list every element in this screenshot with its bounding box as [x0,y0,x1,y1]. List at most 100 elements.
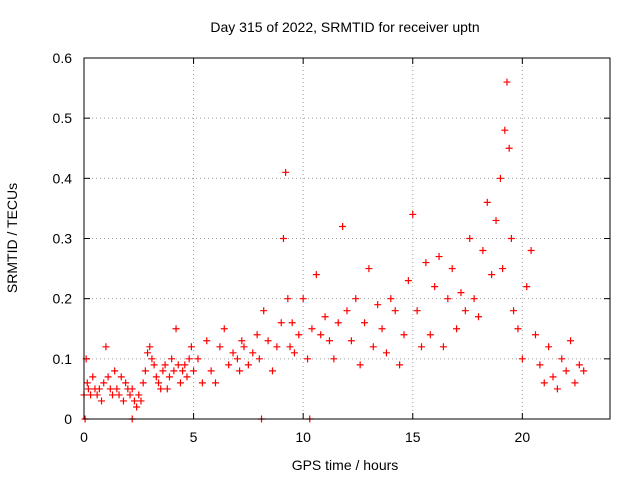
data-point [435,253,443,261]
data-point [264,337,272,345]
data-point [431,283,439,291]
data-point [536,361,544,369]
data-point [255,355,263,363]
data-point [225,361,233,369]
data-point [356,361,364,369]
data-point [284,295,292,303]
data-point [165,373,173,381]
data-point [133,403,141,411]
data-point [558,355,566,363]
data-point [244,361,252,369]
data-point [161,361,169,369]
x-tick-label: 0 [80,429,88,445]
data-point [503,78,511,86]
data-point [448,265,456,273]
data-point [238,337,246,345]
y-tick-label: 0.2 [53,291,73,307]
data-point [106,385,114,393]
data-point [279,235,287,242]
data-point [378,325,386,333]
data-point [111,367,119,375]
data-point [409,210,417,218]
data-point [240,343,248,351]
data-point [523,283,531,291]
data-point [391,307,399,315]
data-point [187,343,195,351]
data-point [83,379,91,387]
data-point [299,295,307,303]
data-point [404,277,412,285]
data-point [277,319,285,327]
x-tick-label: 20 [515,429,531,445]
data-point [157,385,165,393]
data-point [268,367,276,375]
y-tick-label: 0 [64,411,72,427]
data-point [95,385,103,393]
data-point [288,319,296,327]
data-point [249,349,257,357]
x-tick-label: 10 [295,429,311,445]
data-point [135,391,143,399]
data-point [273,343,281,351]
data-point [216,343,224,351]
y-tick-label: 0.4 [53,170,73,186]
data-point [499,265,507,273]
data-point [317,331,325,339]
data-point [518,355,526,363]
data-point [170,367,178,375]
data-point [461,307,469,315]
chart-title: Day 315 of 2022, SRMTID for receiver upt… [210,19,479,35]
data-point [369,343,377,351]
data-point [339,222,347,230]
data-point [510,307,518,315]
data-point [575,361,583,369]
data-point [501,126,509,134]
axis-ticks: 0 5 10 15 20 0 0.1 0.2 0.3 0.4 0.5 0.6 [53,50,610,445]
data-point [343,307,351,315]
data-point [146,343,154,351]
data-point [236,367,244,375]
data-point [439,343,447,351]
data-point [104,373,112,381]
data-point [148,355,156,363]
data-point [466,235,474,242]
data-point [308,325,316,333]
data-point [453,325,461,333]
data-point [260,307,268,315]
data-point [172,325,180,333]
data-point [286,343,294,351]
data-point [347,337,355,345]
data-point [174,361,182,369]
x-axis-label: GPS time / hours [292,457,399,473]
data-point [181,361,189,369]
plot-frame [83,57,611,420]
data-point [282,168,290,176]
data-point [229,349,237,357]
data-point [119,397,127,405]
data-point [137,397,145,405]
data-point [321,313,329,321]
y-tick-label: 0.6 [53,50,73,66]
data-point [207,367,215,375]
data-point [365,265,373,273]
data-point [93,391,101,399]
data-point [413,307,421,315]
data-point [141,367,149,375]
data-point [183,373,191,381]
data-point [496,174,504,182]
data-point [108,391,116,399]
data-point [483,198,491,206]
data-point [418,343,426,351]
data-point [212,379,219,387]
data-point [527,247,535,255]
data-point [163,385,171,393]
data-point [505,144,513,152]
data-point [89,373,97,381]
data-point [507,235,515,242]
data-point [374,301,382,309]
data-point [253,331,261,339]
data-point [113,385,121,393]
data-point [168,355,176,363]
data-point [185,355,193,363]
data-point [492,216,500,224]
